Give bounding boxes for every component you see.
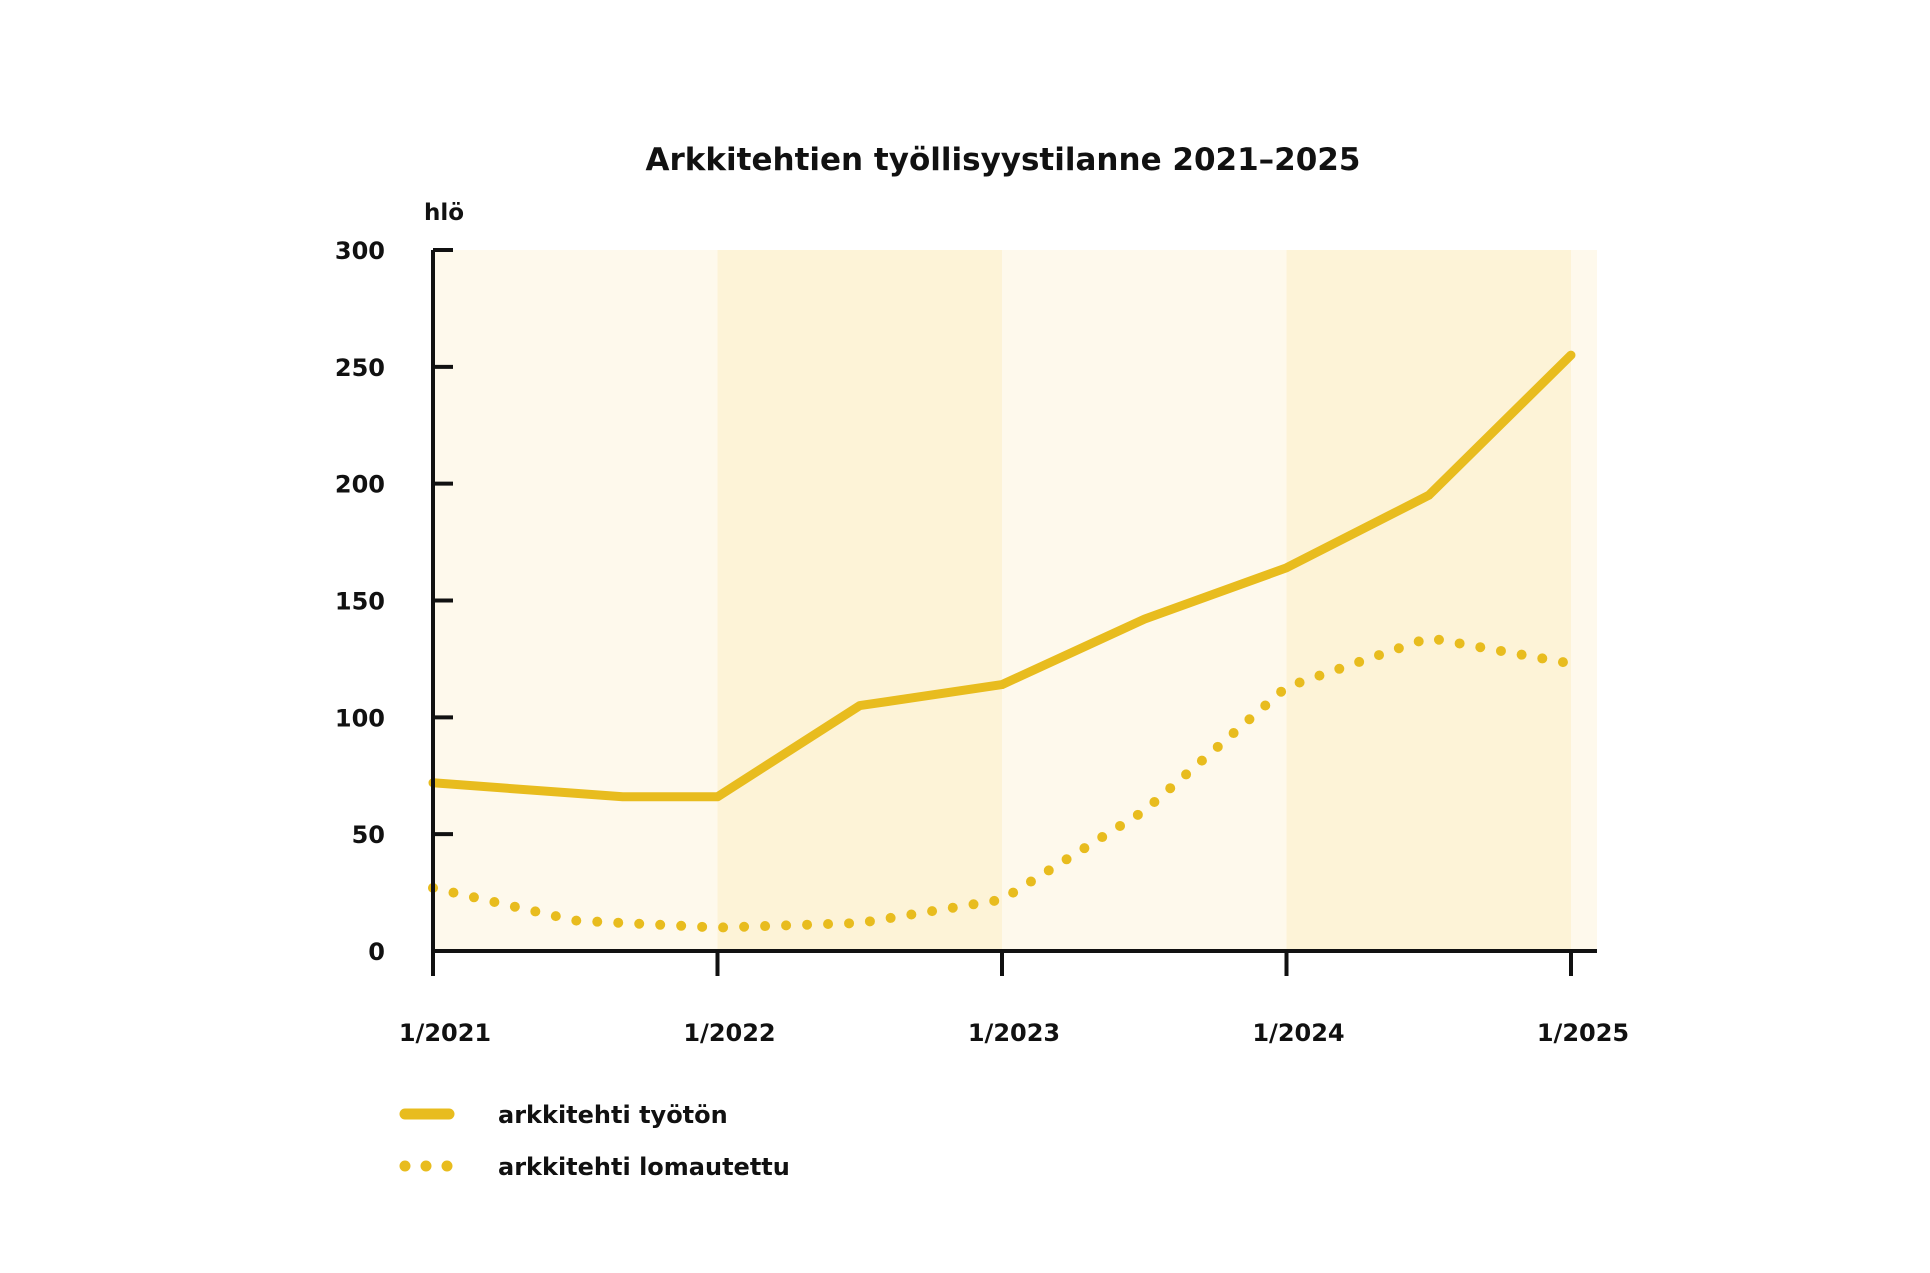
y-tick-label: 100 — [335, 704, 385, 732]
year-band — [1286, 250, 1571, 951]
year-band — [1571, 250, 1597, 951]
x-tick-label: 1/2021 — [399, 1019, 491, 1047]
y-tick-label: 150 — [335, 588, 385, 616]
x-tick-label: 1/2025 — [1537, 1019, 1629, 1047]
x-tick-label: 1/2023 — [968, 1019, 1060, 1047]
chart-title: Arkkitehtien työllisyystilanne 2021–2025 — [646, 142, 1361, 178]
x-tick-label: 1/2024 — [1252, 1019, 1344, 1047]
y-tick-label: 200 — [335, 471, 385, 499]
legend-item-laid-off: arkkitehti lomautettu — [399, 1153, 790, 1181]
y-tick-label: 0 — [368, 938, 385, 966]
legend-label-laid-off: arkkitehti lomautettu — [498, 1153, 790, 1181]
x-tick-label: 1/2022 — [683, 1019, 775, 1047]
series-line-unemployed — [428, 350, 1576, 802]
y-tick-label: 50 — [352, 821, 385, 849]
y-axis-unit-label: hlö — [424, 200, 464, 226]
year-band — [433, 250, 718, 951]
series-layer — [428, 350, 1576, 933]
legend-item-unemployed: arkkitehti työtön — [399, 1101, 728, 1129]
year-bands — [433, 250, 1597, 951]
year-band — [1002, 250, 1287, 951]
y-tick-labels: 0 50 100 150 200 250 300 — [335, 237, 385, 966]
series-line-laid-off — [428, 632, 1576, 933]
y-tick-label: 300 — [335, 237, 385, 265]
legend: arkkitehti työtön arkkitehti lomautettu — [399, 1101, 790, 1181]
year-band — [717, 250, 1002, 951]
axes — [431, 248, 1597, 976]
y-tick-label: 250 — [335, 354, 385, 382]
legend-label-unemployed: arkkitehti työtön — [498, 1101, 728, 1129]
x-tick-labels: 1/2021 1/2022 1/2023 1/2024 1/2025 — [399, 1019, 1629, 1047]
